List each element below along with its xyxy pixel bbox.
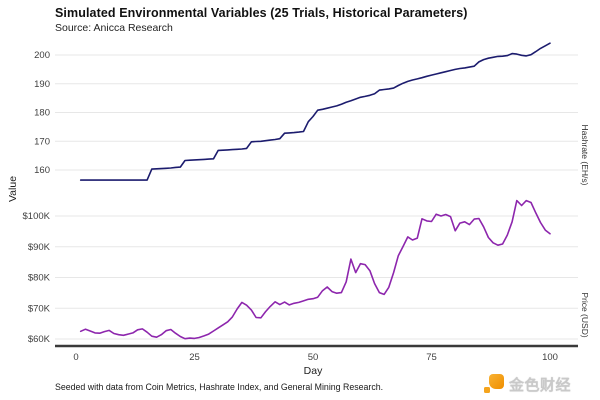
y-tick-label: $100K <box>23 211 51 222</box>
price-line <box>79 199 551 340</box>
chart-source: Source: Anicca Research <box>55 22 173 34</box>
x-tick-label: 25 <box>189 352 200 363</box>
y-tick-label: $70K <box>28 303 51 314</box>
facet-label-price: Price (USD) <box>580 292 590 338</box>
y-tick-label: 190 <box>34 79 50 90</box>
chart-title: Simulated Environmental Variables (25 Tr… <box>55 6 468 20</box>
jinse-logo-icon <box>484 373 505 395</box>
jinse-logo-icon-dot <box>484 386 490 393</box>
x-axis-label: Day <box>303 365 323 377</box>
jinse-logo-text: 金色财经 <box>509 376 572 394</box>
x-tick-label: 100 <box>542 352 558 363</box>
y-tick-label: $90K <box>28 242 51 253</box>
y-tick-label: 180 <box>34 108 50 119</box>
x-tick-label: 75 <box>426 352 437 363</box>
jinse-logo-icon-bubble <box>489 373 504 389</box>
data-credit-note: Seeded with data from Coin Metrics, Hash… <box>55 382 384 392</box>
y-tick-label: 170 <box>34 136 50 147</box>
facet-label-hashrate: Hashrate (EH/s) <box>580 124 590 186</box>
x-tick-label: 50 <box>308 352 319 363</box>
y-tick-label: 160 <box>34 165 50 176</box>
jinse-finance-logo: 金色财经 <box>484 373 571 395</box>
hashrate-line <box>79 42 551 181</box>
x-tick-label: 0 <box>73 352 78 363</box>
y-tick-label: $60K <box>28 334 51 345</box>
y-tick-label: $80K <box>28 273 51 284</box>
y-tick-label: 200 <box>34 50 50 61</box>
